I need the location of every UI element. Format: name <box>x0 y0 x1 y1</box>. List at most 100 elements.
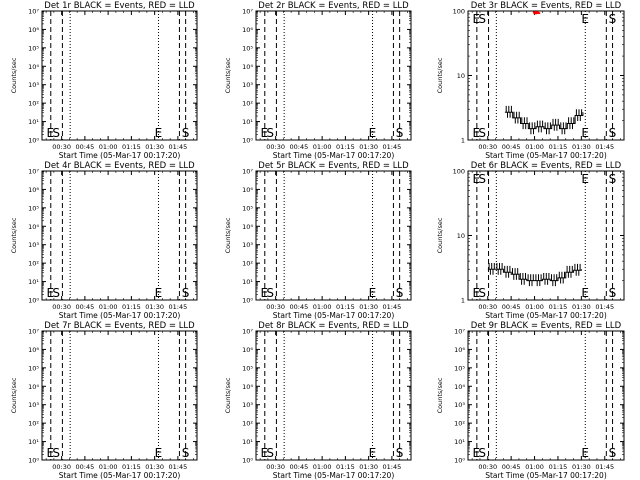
y-tick-label: 10³ <box>28 81 39 89</box>
y-tick-label: 10 <box>457 72 465 80</box>
y-tick-label: 10⁶ <box>454 346 465 354</box>
panel-title: Det 7r BLACK = Events, RED = LLD <box>44 321 195 331</box>
y-tick-label: 100 <box>453 168 465 176</box>
plot-frame <box>41 10 198 141</box>
y-tick-label: 10¹ <box>28 118 39 126</box>
y-tick-label: 10⁴ <box>242 383 253 391</box>
y-tick-label: 10⁰ <box>242 137 253 145</box>
marker-start-label: S <box>52 126 60 140</box>
x-tick-label: 01:30 <box>572 303 591 311</box>
y-tick-label: 10⁰ <box>28 457 39 465</box>
marker-end-label: E <box>581 446 589 460</box>
marker-end-label: E <box>472 286 480 300</box>
detector-panel-5: Det 5r BLACK = Events, RED = LLD 10⁰ 10¹ 10… <box>224 161 412 320</box>
y-tick-label: 10⁷ <box>242 328 253 336</box>
y-tick-label: 10³ <box>28 401 39 409</box>
panel-title: Det 4r BLACK = Events, RED = LLD <box>44 161 195 171</box>
marker-start-label: S <box>478 446 486 460</box>
marker-end-label: E <box>260 126 268 140</box>
plot-frame <box>41 170 198 301</box>
x-tick-label: 01:45 <box>169 463 188 471</box>
y-tick-label: 10¹ <box>28 278 39 286</box>
x-tick-label: 00:45 <box>502 143 521 151</box>
y-tick-label: 10¹ <box>242 278 253 286</box>
panel-title: Det 3r BLACK = Events, RED = LLD <box>471 1 622 11</box>
y-axis-label: Counts/sec <box>10 57 18 93</box>
detector-panel-9: Det 9r BLACK = Events, RED = LLD 10⁰ 10¹ 10… <box>436 321 625 480</box>
panel-title: Det 8r BLACK = Events, RED = LLD <box>258 321 409 331</box>
y-axis-label: Counts/sec <box>436 57 444 93</box>
x-tick-label: 01:00 <box>99 463 118 471</box>
x-tick-label: 01:45 <box>169 303 188 311</box>
y-tick-label: 10⁶ <box>28 346 39 354</box>
x-tick-label: 00:45 <box>290 463 309 471</box>
marker-end-label: E <box>46 446 54 460</box>
marker-end-label: E <box>472 172 480 186</box>
x-axis-label: Start Time (05-Mar-17 00:17:20) <box>273 311 395 320</box>
marker-end-label: E <box>581 286 589 300</box>
marker-start-label: S <box>609 172 617 186</box>
y-tick-label: 10⁰ <box>242 457 253 465</box>
marker-end-label: E <box>46 126 54 140</box>
x-tick-label: 01:45 <box>383 303 402 311</box>
x-axis-label: Start Time (05-Mar-17 00:17:20) <box>273 471 395 480</box>
panel-title: Det 1r BLACK = Events, RED = LLD <box>44 1 195 11</box>
marker-end-label: E <box>155 446 163 460</box>
detector-panel-3: Det 3r BLACK = Events, RED = LLD 1 10 100 Co… <box>436 1 625 160</box>
x-tick-label: 00:30 <box>266 303 285 311</box>
x-tick-label: 01:15 <box>122 463 141 471</box>
y-tick-label: 10² <box>454 420 465 428</box>
y-tick-label: 10² <box>28 100 39 108</box>
y-tick-label: 10² <box>242 420 253 428</box>
y-tick-label: 10³ <box>242 81 253 89</box>
x-tick-label: 01:45 <box>595 463 614 471</box>
detector-panel-6: Det 6r BLACK = Events, RED = LLD 1 10 100 Co… <box>436 161 625 320</box>
y-tick-label: 10¹ <box>242 438 253 446</box>
y-tick-label: 10⁵ <box>242 364 253 372</box>
y-tick-label: 10⁴ <box>454 383 465 391</box>
y-tick-label: 10³ <box>28 241 39 249</box>
x-tick-label: 01:45 <box>169 143 188 151</box>
x-tick-label: 01:15 <box>336 463 355 471</box>
detector-panel-2: Det 2r BLACK = Events, RED = LLD 10⁰ 10¹ 10… <box>224 1 412 160</box>
x-tick-label: 00:30 <box>52 463 71 471</box>
x-tick-label: 01:45 <box>595 143 614 151</box>
y-tick-label: 100 <box>453 8 465 16</box>
marker-end-label: E <box>581 12 589 26</box>
y-tick-label: 10⁵ <box>242 204 253 212</box>
y-tick-label: 10⁴ <box>242 223 253 231</box>
marker-end-label: E <box>472 126 480 140</box>
detector-panel-8: Det 8r BLACK = Events, RED = LLD 10⁰ 10¹ 10… <box>224 321 412 480</box>
y-tick-label: 10⁴ <box>28 63 39 71</box>
marker-start-label: S <box>609 286 617 300</box>
y-tick-label: 10² <box>242 260 253 268</box>
y-tick-label: 10⁵ <box>28 44 39 52</box>
marker-end-label: E <box>155 286 163 300</box>
y-tick-label: 10⁶ <box>242 26 253 34</box>
x-tick-label: 01:30 <box>145 143 164 151</box>
y-axis-label: Counts/sec <box>436 377 444 413</box>
x-tick-label: 01:30 <box>359 303 378 311</box>
plot-frame <box>255 330 412 461</box>
y-tick-label: 10³ <box>242 241 253 249</box>
marker-start-label: S <box>478 286 486 300</box>
marker-end-label: E <box>581 126 589 140</box>
y-tick-label: 10² <box>28 260 39 268</box>
y-tick-label: 10⁰ <box>28 137 39 145</box>
x-axis-label: Start Time (05-Mar-17 00:17:20) <box>59 151 181 160</box>
y-tick-label: 10⁶ <box>242 186 253 194</box>
y-tick-label: 10⁰ <box>242 297 253 305</box>
y-tick-label: 10⁴ <box>28 383 39 391</box>
x-tick-label: 00:30 <box>266 143 285 151</box>
x-tick-label: 01:00 <box>525 463 544 471</box>
y-tick-label: 10⁷ <box>454 328 465 336</box>
y-tick-label: 10⁶ <box>28 26 39 34</box>
y-tick-label: 10¹ <box>28 438 39 446</box>
x-tick-label: 01:00 <box>99 303 118 311</box>
x-tick-label: 01:15 <box>549 463 568 471</box>
y-tick-label: 10⁰ <box>28 297 39 305</box>
marker-end-label: E <box>260 286 268 300</box>
y-tick-label: 10⁷ <box>28 168 39 176</box>
marker-start-label: S <box>478 126 486 140</box>
